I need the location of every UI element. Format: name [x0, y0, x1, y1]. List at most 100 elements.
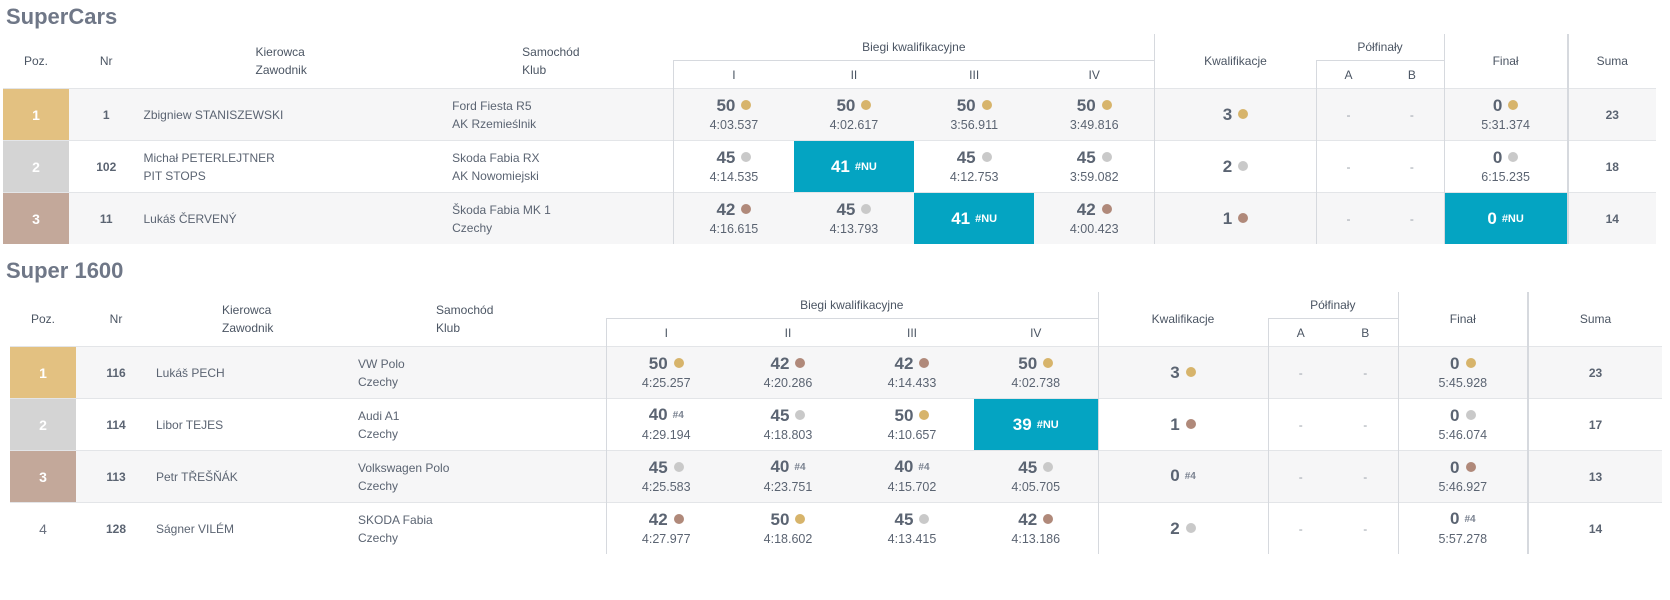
position-badge: 2: [3, 140, 69, 193]
results-table-supercars: Poz. Nr Kierowca Zawodnik Samochód Klub Bi…: [3, 34, 1656, 244]
header-semi-b: B: [1380, 60, 1445, 89]
gold-medal-icon: [981, 99, 992, 110]
total-points: 23: [1566, 88, 1656, 141]
driver-cell: Petr TŘEŠŇÁK: [156, 450, 358, 503]
bronze-medal-icon: [673, 513, 684, 524]
bronze-medal-icon: [1043, 513, 1054, 524]
table-row: 3 11 Lukáš ČERVENÝ Škoda Fabia MK 1 Czech…: [3, 192, 1656, 244]
total-points: 17: [1527, 398, 1663, 451]
heat-result: 42 4:13.186: [974, 502, 1099, 554]
driver-cell: Lukáš PECH: [156, 346, 358, 399]
club-name: Czechy: [452, 220, 493, 235]
driver-name: Lukáš PECH: [156, 365, 225, 380]
not-used-tag: #NU: [1036, 418, 1059, 431]
bronze-medal-icon: [1101, 203, 1112, 214]
qualification-result: 1: [1098, 398, 1269, 451]
car-number: 128: [76, 502, 156, 554]
club-name: Czechy: [358, 374, 399, 389]
silver-medal-icon: [1043, 461, 1054, 472]
silver-medal-icon: [981, 151, 992, 162]
heat-result: 42 4:20.286: [726, 346, 850, 399]
bronze-medal-icon: [1465, 461, 1476, 472]
car-number: 113: [76, 450, 156, 503]
total-points: 18: [1566, 140, 1656, 193]
driver-name: Petr TŘEŠŇÁK: [156, 469, 238, 484]
position-badge: 1: [3, 88, 69, 141]
car-name: Audi A1: [358, 408, 400, 423]
heat-result: 45 4:25.583: [605, 450, 726, 503]
driver-name: Lukáš ČERVENÝ: [143, 211, 237, 226]
final-result: 0 5:45.928: [1397, 346, 1529, 399]
header-heat-3: III: [914, 60, 1035, 89]
header-final: Finał: [1397, 292, 1529, 347]
total-points: 14: [1527, 502, 1663, 554]
gold-medal-icon: [1043, 357, 1054, 368]
final-result: 0 6:15.235: [1443, 140, 1568, 193]
qualification-result: 3: [1098, 346, 1269, 399]
header-semi: Półfinały: [1310, 298, 1356, 312]
header-sum: Suma: [1566, 34, 1656, 89]
heat-result: 42 4:16.615: [673, 192, 794, 244]
final-result: 0 5:31.374: [1443, 88, 1568, 141]
position-badge: 3: [10, 450, 76, 503]
total-points: 14: [1566, 192, 1656, 244]
club-name: AK Rzemieślnik: [452, 116, 537, 131]
driver-name: Zbigniew STANISZEWSKI: [143, 107, 284, 122]
heat-result: 50 4:10.657: [850, 398, 974, 451]
not-used-tag: #NU: [975, 212, 998, 225]
header-semi-b: B: [1333, 318, 1399, 347]
header-heats: Biegi kwalifikacyjne: [800, 298, 904, 312]
results-table-super-1600: Poz. Nr Kierowca Zawodnik Samochód Klub Bi…: [10, 292, 1663, 554]
heat-result: 50 3:56.911: [914, 88, 1035, 141]
heat-result-not-used: 41 #NU: [793, 140, 915, 193]
driver-cell: Zbigniew STANISZEWSKI: [143, 88, 453, 141]
gold-medal-icon: [861, 99, 872, 110]
position-tag: #4: [918, 462, 930, 473]
semifinal-a: -: [1267, 346, 1334, 399]
table-row: 1 116 Lukáš PECH VW Polo Czechy 50 4:25.25…: [10, 346, 1663, 399]
heat-result: 50 4:18.602: [726, 502, 850, 554]
car-cell: VW Polo Czechy: [358, 346, 606, 399]
table-row: 2 114 Libor TEJES Audi A1 Czechy 40 #4 4:29…: [10, 398, 1663, 451]
gold-medal-icon: [1185, 366, 1196, 377]
table-row: 3 113 Petr TŘEŠŇÁK Volkswagen Polo Czechy…: [10, 450, 1663, 503]
heat-result: 45 3:59.082: [1034, 140, 1156, 193]
bronze-medal-icon: [795, 357, 806, 368]
heat-result: 40 #4 4:29.194: [605, 398, 726, 451]
semifinal-a: -: [1267, 502, 1334, 554]
club-name: Czechy: [358, 426, 399, 441]
header-qual: Kwalifikacje: [1097, 292, 1269, 347]
semifinal-a: -: [1315, 88, 1381, 141]
car-number: 114: [76, 398, 156, 451]
heat-result: 42 4:00.423: [1034, 192, 1156, 244]
qualification-result: 2: [1098, 502, 1269, 554]
position-tag: #4: [672, 410, 684, 421]
section-title-super-1600: Super 1600: [6, 258, 124, 283]
driver-cell: Libor TEJES: [156, 398, 358, 451]
final-result: 0 5:46.074: [1397, 398, 1529, 451]
car-cell: Škoda Fabia MK 1 Czechy: [452, 192, 674, 244]
silver-medal-icon: [795, 409, 806, 420]
total-points: 13: [1527, 450, 1663, 503]
header-sum: Suma: [1527, 292, 1663, 347]
bronze-medal-icon: [1185, 418, 1196, 429]
car-name: VW Polo: [358, 356, 405, 371]
position-badge: 2: [10, 398, 76, 451]
silver-medal-icon: [673, 461, 684, 472]
heat-result: 45 4:05.705: [974, 450, 1099, 503]
car-number: 11: [68, 192, 144, 244]
total-points: 23: [1527, 346, 1663, 399]
heat-result: 45 4:14.535: [673, 140, 794, 193]
car-number: 116: [76, 346, 156, 399]
silver-medal-icon: [861, 203, 872, 214]
gold-medal-icon: [673, 357, 684, 368]
car-number: 1: [68, 88, 144, 141]
semifinal-b: -: [1333, 398, 1399, 451]
not-used-tag: #NU: [854, 160, 877, 173]
qualification-result: 2: [1154, 140, 1317, 193]
not-used-tag: #NU: [1501, 212, 1524, 225]
heat-result: 50 4:02.738: [974, 346, 1099, 399]
header-heat-4: IV: [1034, 60, 1156, 89]
car-cell: SKODA Fabia Czechy: [358, 502, 606, 554]
position-tag: #4: [794, 462, 806, 473]
